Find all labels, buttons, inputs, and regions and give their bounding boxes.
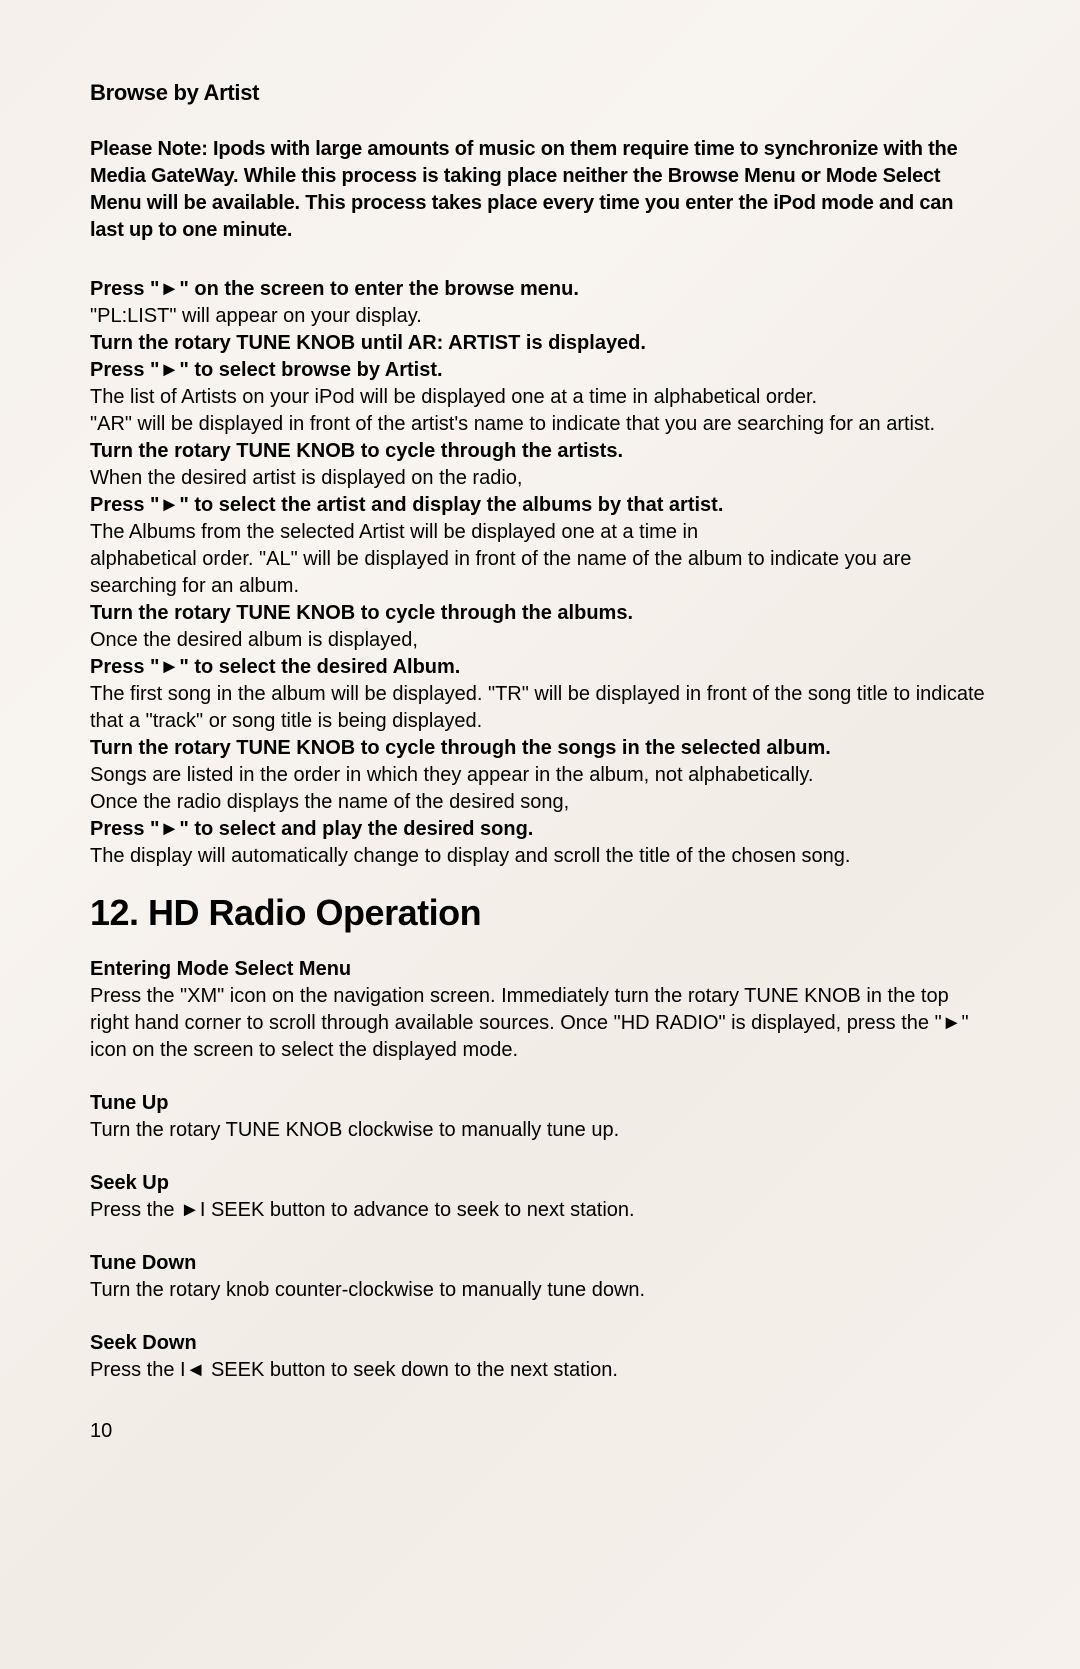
step-bold: Press "►" to select and play the desired…	[90, 818, 533, 840]
step-bold: Turn the rotary TUNE KNOB until AR: ARTI…	[90, 332, 646, 354]
main-heading-hd-radio: 12. HD Radio Operation	[90, 892, 990, 934]
step-text: "PL:LIST" will appear on your display.	[90, 305, 422, 327]
instructions-block: Press "►" on the screen to enter the bro…	[90, 276, 990, 870]
text: button to advance to seek to next statio…	[264, 1199, 634, 1221]
text-bold: I◄ SEEK	[180, 1359, 264, 1381]
step-bold: Turn the rotary TUNE KNOB to cycle throu…	[90, 602, 633, 624]
section-heading-browse: Browse by Artist	[90, 80, 990, 106]
entering-mode-block: Entering Mode Select Menu Press the "XM"…	[90, 956, 990, 1064]
step-text: "AR" will be displayed in front of the a…	[90, 413, 935, 435]
seek-up-block: Seek Up Press the ►I SEEK button to adva…	[90, 1170, 990, 1224]
text: Press the	[90, 985, 180, 1007]
tune-up-block: Tune Up Turn the rotary TUNE KNOB clockw…	[90, 1090, 990, 1144]
text: clockwise to manually tune up.	[342, 1119, 619, 1141]
text: Press the	[90, 1359, 180, 1381]
note-paragraph: Please Note: Ipods with large amounts of…	[90, 136, 990, 244]
step-bold: Press "►" to select the artist and displ…	[90, 494, 723, 516]
step-text: When the desired artist is displayed on …	[90, 467, 522, 489]
text: Turn the rotary knob counter-clockwise t…	[90, 1279, 645, 1301]
sub-label: Tune Down	[90, 1250, 990, 1277]
text-bold: TUNE KNOB	[744, 985, 861, 1007]
step-text: The list of Artists on your iPod will be…	[90, 386, 817, 408]
step-bold: Turn the rotary TUNE KNOB to cycle throu…	[90, 440, 623, 462]
text: Turn the rotary	[90, 1119, 226, 1141]
step-bold: Press "►" on the screen to enter the bro…	[90, 278, 579, 300]
sub-label: Seek Down	[90, 1330, 990, 1357]
text-bold: "XM"	[180, 985, 224, 1007]
text-bold: TUNE KNOB	[226, 1119, 343, 1141]
text: Press the	[90, 1199, 180, 1221]
step-text: Once the radio displays the name of the …	[90, 791, 569, 813]
step-bold: Turn the rotary TUNE KNOB to cycle throu…	[90, 737, 831, 759]
step-text: The Albums from the selected Artist will…	[90, 521, 698, 543]
step-text: Songs are listed in the order in which t…	[90, 764, 813, 786]
text: icon on the screen to select the display…	[90, 1039, 518, 1061]
step-text: The first song in the album will be disp…	[90, 683, 985, 732]
step-text: alphabetical order. "AL" will be display…	[90, 548, 911, 597]
step-text: Once the desired album is displayed,	[90, 629, 418, 651]
sub-label: Seek Up	[90, 1170, 990, 1197]
seek-down-block: Seek Down Press the I◄ SEEK button to se…	[90, 1330, 990, 1384]
text-bold: ►I SEEK	[180, 1199, 264, 1221]
text: button to seek down to the next station.	[264, 1359, 618, 1381]
page-number: 10	[90, 1420, 990, 1443]
step-bold: Press "►" to select the desired Album.	[90, 656, 460, 678]
sub-label: Entering Mode Select Menu	[90, 956, 990, 983]
step-bold: Press "►" to select browse by Artist.	[90, 359, 443, 381]
step-text: The display will automatically change to…	[90, 845, 850, 867]
sub-label: Tune Up	[90, 1090, 990, 1117]
document-page: Browse by Artist Please Note: Ipods with…	[0, 0, 1080, 1503]
text-bold: "►"	[935, 1012, 969, 1034]
tune-down-block: Tune Down Turn the rotary knob counter-c…	[90, 1250, 990, 1304]
text: icon on the navigation screen. Immediate…	[224, 985, 744, 1007]
